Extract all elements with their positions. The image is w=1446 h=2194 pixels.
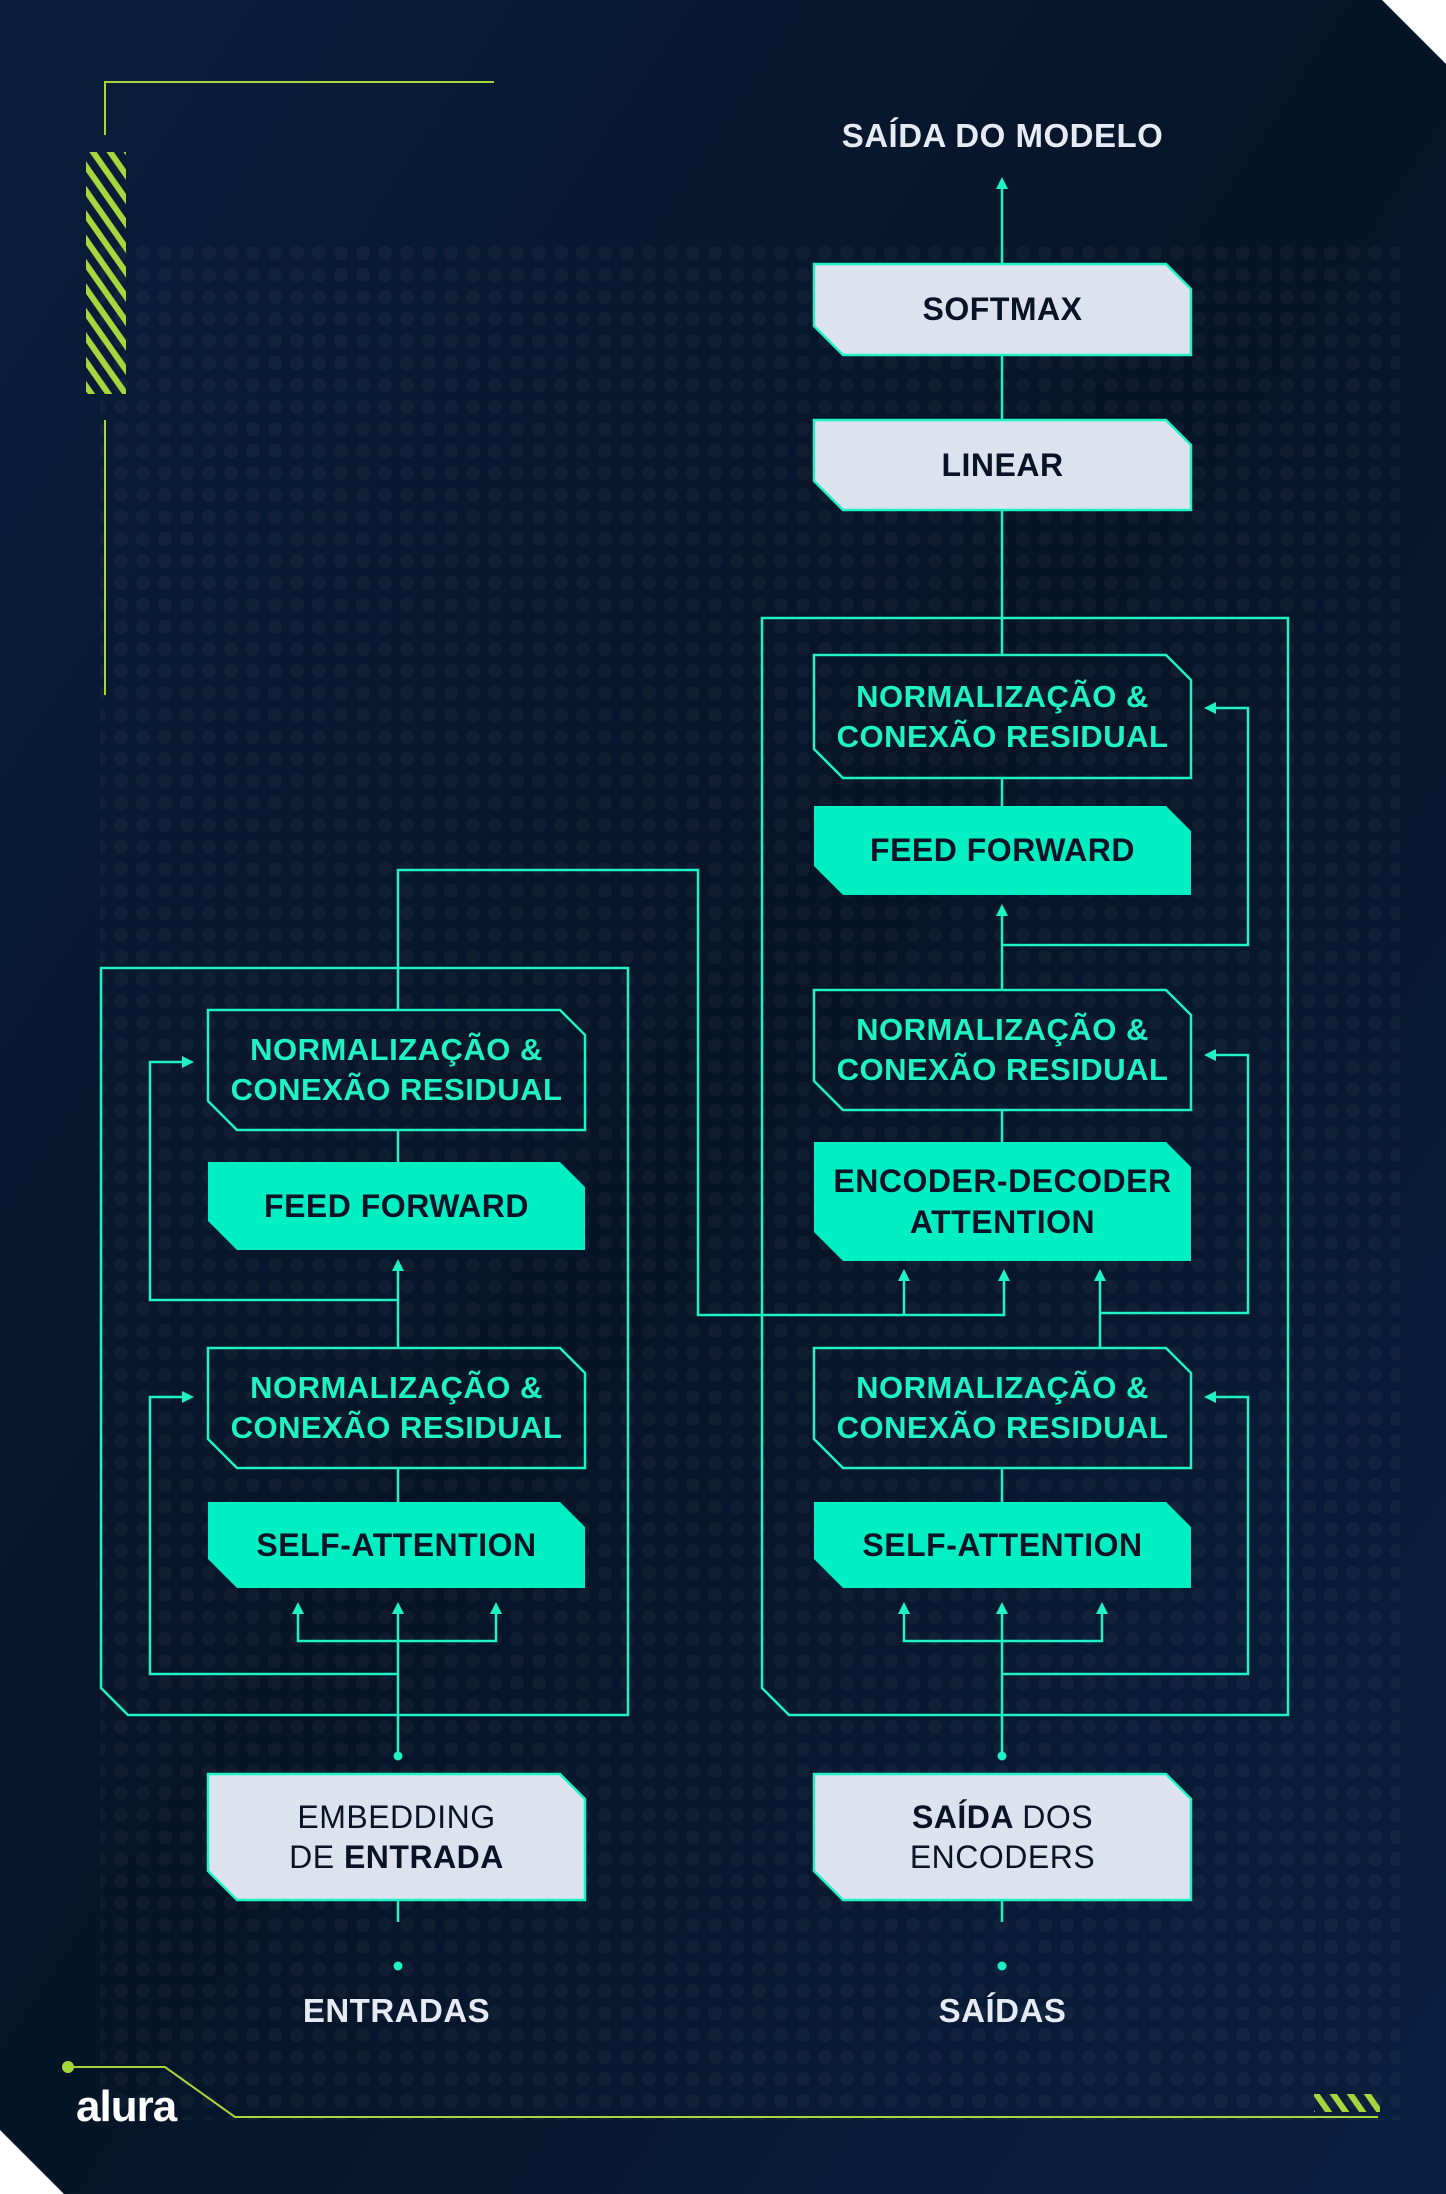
softmax-label: SOFTMAX bbox=[922, 291, 1083, 328]
encoder-norm-2-box bbox=[206, 1008, 587, 1132]
encoder-outputs-line1-b: DOS bbox=[1022, 1799, 1094, 1835]
decoder-encoder-outputs-box bbox=[812, 1772, 1193, 1902]
model-output-label: SAÍDA DO MODELO bbox=[841, 116, 1164, 154]
encoder-embedding-label: EMBEDDING DE ENTRADA bbox=[208, 1774, 585, 1900]
encoder-self-attention-label: SELF-ATTENTION bbox=[256, 1526, 537, 1563]
hatch-decor-top bbox=[86, 152, 126, 394]
embedding-line2-b: ENTRADA bbox=[343, 1839, 504, 1875]
softmax-box bbox=[812, 262, 1193, 357]
encoder-norm-2-label: NORMALIZAÇÃO & CONEXÃO RESIDUAL bbox=[230, 1032, 563, 1107]
decoder-frame bbox=[760, 616, 1290, 1717]
encoder-self-attention-box bbox=[208, 1502, 585, 1588]
decoder-norm-3-box bbox=[812, 653, 1193, 780]
embedding-line1: EMBEDDING bbox=[297, 1799, 496, 1835]
linear-box bbox=[812, 418, 1193, 512]
decoder-norm-1-box bbox=[812, 1346, 1193, 1470]
decoder-encoder-outputs-label: SAÍDA DOS ENCODERS bbox=[814, 1774, 1191, 1900]
encoder-outputs-line1-a: SAÍDA bbox=[911, 1799, 1023, 1835]
encoder-outputs-line2: ENCODERS bbox=[909, 1839, 1096, 1875]
encoder-feed-forward-box bbox=[208, 1162, 585, 1250]
encoder-norm-1-box bbox=[206, 1346, 587, 1470]
encoder-norm-1-label: NORMALIZAÇÃO & CONEXÃO RESIDUAL bbox=[230, 1370, 563, 1445]
decoder-norm-2-label: NORMALIZAÇÃO & CONEXÃO RESIDUAL bbox=[836, 1012, 1169, 1087]
block-frames bbox=[99, 616, 1290, 1717]
connector-dots bbox=[393, 1751, 1007, 1971]
encoder-feed-forward-label: FEED FORWARD bbox=[264, 1187, 529, 1224]
linear-label: LINEAR bbox=[941, 446, 1064, 483]
decor-dot bbox=[62, 2061, 74, 2073]
decoder-feed-forward-box bbox=[814, 806, 1191, 895]
decoder-self-attention-box bbox=[814, 1502, 1191, 1588]
decoder-norm-2-box bbox=[812, 988, 1193, 1112]
decoder-self-attention-label: SELF-ATTENTION bbox=[862, 1526, 1143, 1563]
encoder-embedding-box bbox=[206, 1772, 587, 1902]
encoder-frame bbox=[99, 966, 630, 1717]
encoder-input-label: ENTRADAS bbox=[302, 1991, 491, 2029]
decoder-feed-forward-label: FEED FORWARD bbox=[870, 832, 1135, 869]
decoder-norm-1-label: NORMALIZAÇÃO & CONEXÃO RESIDUAL bbox=[836, 1370, 1169, 1445]
decoder-enc-dec-attention-box bbox=[814, 1142, 1191, 1261]
connectors bbox=[148, 177, 1250, 1922]
decoder-norm-3-label: NORMALIZAÇÃO & CONEXÃO RESIDUAL bbox=[836, 678, 1169, 754]
decoder-input-label: SAÍDAS bbox=[938, 1991, 1067, 2029]
decor-lime bbox=[68, 81, 1378, 2118]
embedding-line2-a: DE bbox=[289, 1839, 344, 1875]
hatch-decor-bottom bbox=[1314, 2094, 1380, 2112]
decoder-enc-dec-attention-label: ENCODER-DECODER ATTENTION bbox=[833, 1162, 1172, 1240]
alura-logo: alura bbox=[76, 2082, 177, 2131]
